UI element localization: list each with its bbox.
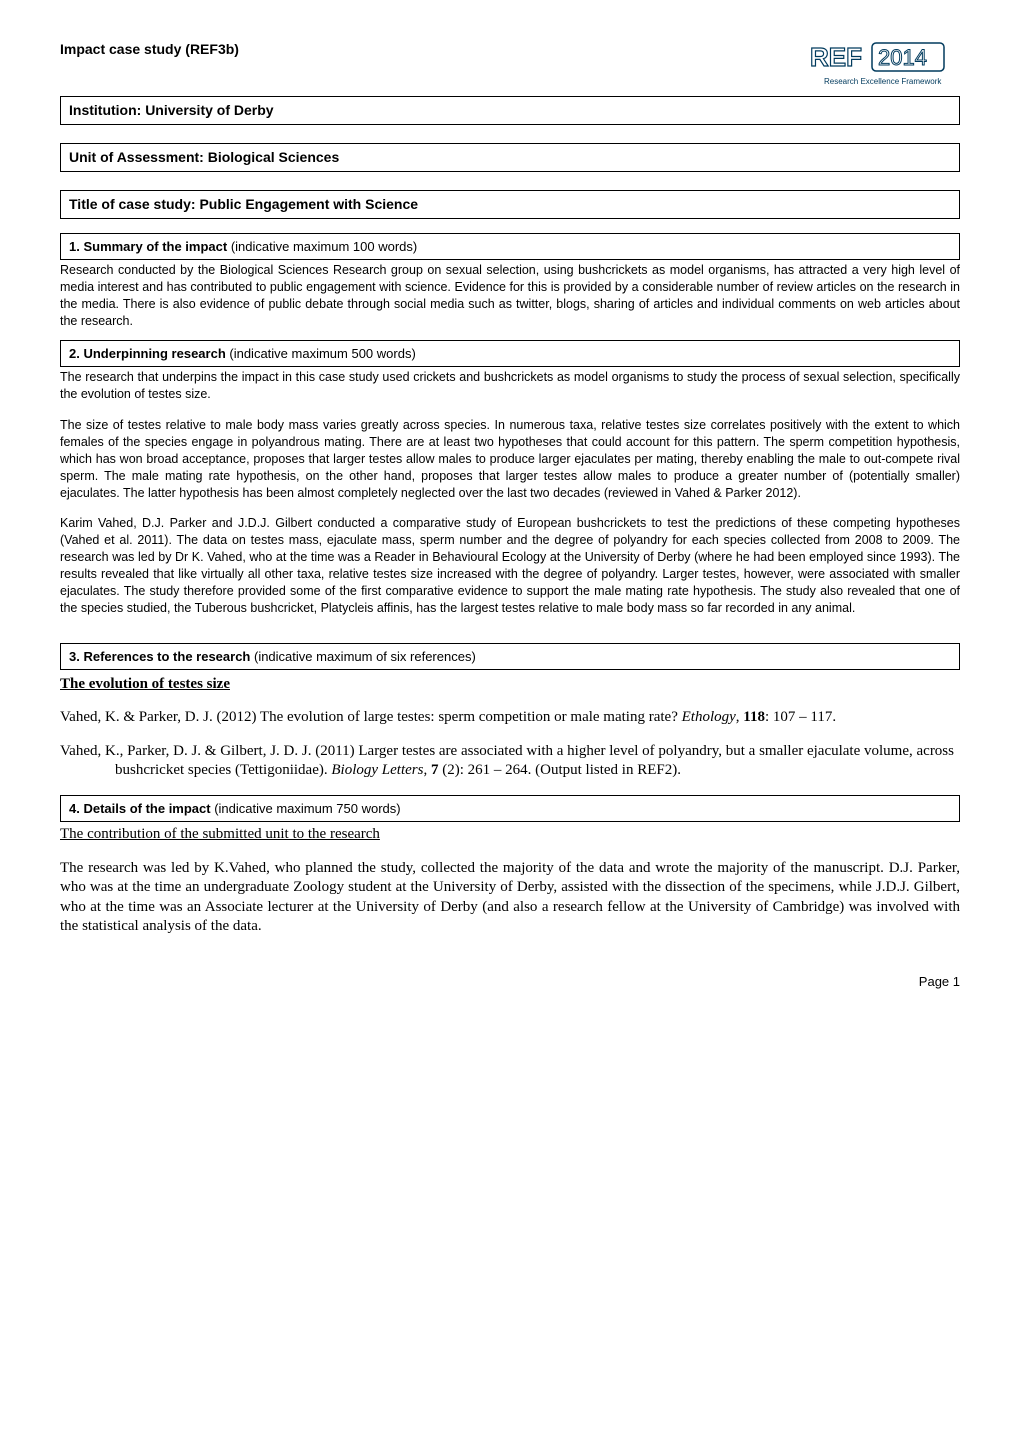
header-row: Impact case study (REF3b) REF 2014 Resea… [60,40,960,90]
page-footer: Page 1 [60,973,960,991]
ref0-post: : 107 – 117. [765,709,836,725]
reference-1: Vahed, K., Parker, D. J. & Gilbert, J. D… [60,742,960,781]
section4-heading-suffix: (indicative maximum 750 words) [211,801,401,816]
section1-para: Research conducted by the Biological Sci… [60,262,960,330]
section3-heading: 3. References to the research (indicativ… [60,643,960,671]
section1-heading-suffix: (indicative maximum 100 words) [227,239,417,254]
ref1-journal: Biology Letters [331,762,423,778]
section4-body: The research was led by K.Vahed, who pla… [60,859,960,937]
section4-heading: 4. Details of the impact (indicative max… [60,795,960,823]
header-label: Impact case study (REF3b) [60,40,239,59]
section2-para-0: The research that underpins the impact i… [60,369,960,403]
ref0-vol: 118 [743,709,765,725]
institution-box: Institution: University of Derby [60,96,960,125]
ref0-pre: Vahed, K. & Parker, D. J. (2012) The evo… [60,709,682,725]
section3-heading-suffix: (indicative maximum of six references) [250,649,475,664]
section4-heading-text: 4. Details of the impact [69,801,211,816]
logo-text-ref: REF [810,42,862,72]
ref1-mid: , [423,762,431,778]
section4-subheading: The contribution of the submitted unit t… [60,824,960,844]
section3-heading-text: 3. References to the research [69,649,250,664]
ref0-journal: Ethology [682,709,736,725]
reference-0: Vahed, K. & Parker, D. J. (2012) The evo… [60,708,960,728]
unit-box: Unit of Assessment: Biological Sciences [60,143,960,172]
section2-para-1: The size of testes relative to male body… [60,417,960,501]
section3-subheading: The evolution of testes size [60,674,960,694]
logo-text-year: 2014 [878,45,927,70]
ref2014-logo: REF 2014 Research Excellence Framework [810,40,960,90]
section1-body: Research conducted by the Biological Sci… [60,262,960,330]
section2-heading-suffix: (indicative maximum 500 words) [226,346,416,361]
title-box: Title of case study: Public Engagement w… [60,190,960,219]
section2-heading: 2. Underpinning research (indicative max… [60,340,960,368]
section1-heading: 1. Summary of the impact (indicative max… [60,233,960,261]
section1-heading-text: 1. Summary of the impact [69,239,227,254]
ref1-post: (2): 261 – 264. (Output listed in REF2). [438,762,681,778]
section2-heading-text: 2. Underpinning research [69,346,226,361]
section2-body: The research that underpins the impact i… [60,369,960,616]
logo-tagline: Research Excellence Framework [824,77,942,86]
section2-para-2: Karim Vahed, D.J. Parker and J.D.J. Gilb… [60,515,960,616]
